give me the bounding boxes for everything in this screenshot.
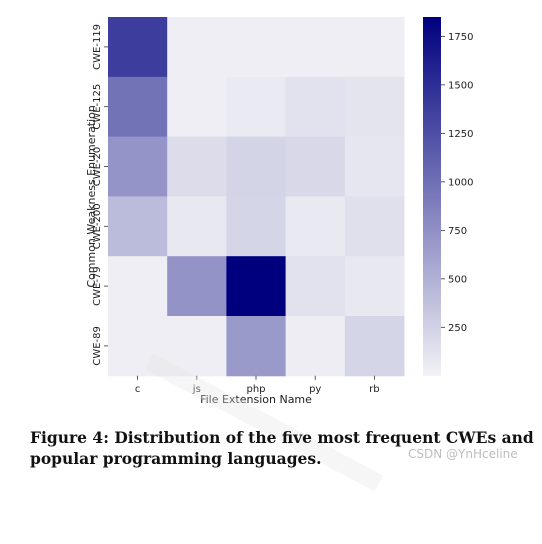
heatmap-cell-CWE-125-php [226,76,287,138]
heatmap-cell-CWE-89-php [226,316,287,377]
y-tick-label-CWE-125: CWE-125 [92,84,103,130]
heatmap-cell-CWE-200-c [108,196,168,257]
y-tick-label-CWE-119: CWE-119 [92,24,103,70]
x-tick-label-c: c [135,384,141,395]
heatmap-cell-CWE-89-py [285,316,346,377]
x-tick-label-rb: rb [369,384,379,395]
colorbar-tick-label: 1500 [448,80,473,91]
heatmap-cell-CWE-79-rb [344,256,405,317]
heatmap-chart: c js php py rb CWE-119CWE-125CWE-20CWE-200CW… [85,17,473,406]
heatmap-cell-CWE-119-py [285,17,346,78]
heatmap-cell-CWE-79-c [108,256,168,317]
heatmap-cell-CWE-89-js [167,316,227,377]
heatmap-cell-CWE-79-js [167,256,227,317]
heatmap-cell-CWE-125-py [285,76,346,138]
heatmap-cell-CWE-20-php [226,136,287,197]
heatmap-cell-CWE-79-py [285,256,346,317]
colorbar-gradient [423,17,441,376]
colorbar-tick-label: 1000 [448,177,473,188]
colorbar: 250 500 750 1000 1250 1500 1750 [423,17,473,376]
x-axis-label: File Extension Name [200,393,312,406]
x-tick-label-js: js [192,384,201,395]
x-tick-label-php: php [246,384,265,395]
heatmap-cell-CWE-89-rb [344,316,405,377]
y-tick-label-CWE-89: CWE-89 [92,326,103,366]
heatmap-cell-CWE-20-py [285,136,346,197]
heatmap-cell-CWE-200-rb [344,196,405,257]
heatmap-cell-CWE-20-c [108,136,168,197]
heatmap-cell-CWE-119-js [167,17,227,78]
heatmap-cell-CWE-125-js [167,76,227,138]
watermark-text: CSDN @YnHceline [408,447,518,461]
heatmap-cell-CWE-200-php [226,196,287,257]
y-tick-label-CWE-200: CWE-200 [92,203,103,249]
y-tick-label-CWE-79: CWE-79 [92,266,103,306]
heatmap-cell-CWE-20-rb [344,136,405,197]
heatmap-cell-CWE-200-js [167,196,227,257]
colorbar-tick-label: 1750 [448,32,473,43]
heatmap-cell-CWE-200-py [285,196,346,257]
colorbar-tick-label: 750 [448,226,467,237]
heatmap-cell-CWE-89-c [108,316,168,377]
heatmap-cell-CWE-125-c [108,76,168,138]
heatmap-cell-CWE-119-c [108,17,168,78]
x-tick-label-py: py [309,384,321,395]
y-tick-label-CWE-20: CWE-20 [92,147,103,187]
y-axis-ticks: CWE-119 CWE-125 CWE-20 CWE-200 CWE-79 CWE-89 [92,24,108,366]
y-axis-label: Common Weakness Enumeration [85,105,98,288]
colorbar-tick-label: 1250 [448,129,473,140]
heatmap-cell-CWE-119-php [226,17,287,78]
heatmap-cell-CWE-79-php [226,256,287,317]
heatmap-cell-CWE-20-js [167,136,227,197]
figure-caption: Figure 4: Distribution of the five most … [30,428,534,468]
x-axis-ticks: c js php py rb [135,375,380,395]
heatmap-cell-CWE-119-rb [344,17,405,78]
colorbar-tick-label: 500 [448,274,467,285]
heatmap-cell-CWE-125-rb [344,76,405,138]
colorbar-tick-label: 250 [448,323,467,334]
heatmap-cells [108,17,405,377]
